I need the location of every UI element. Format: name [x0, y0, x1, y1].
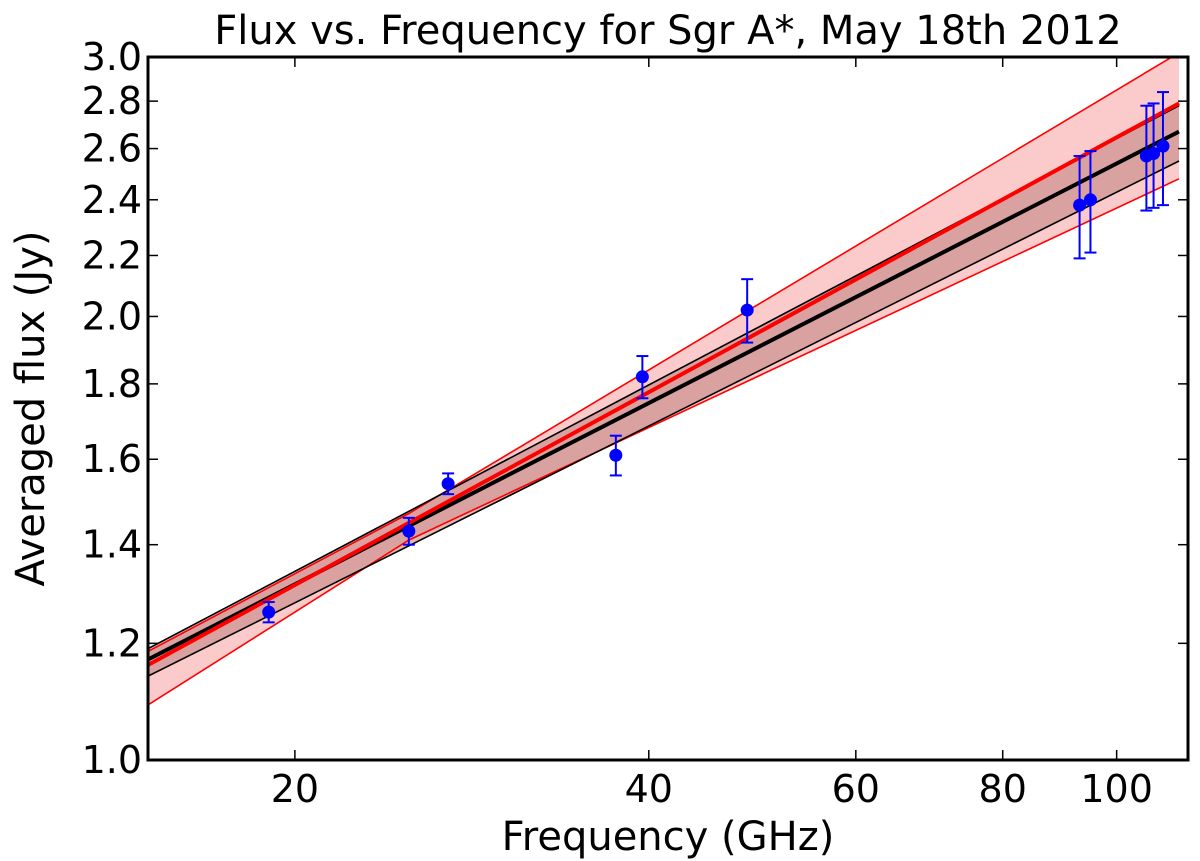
- data-point-7: [1083, 193, 1097, 207]
- fit-band-lower-1: [148, 160, 1180, 677]
- y-tick-label: 1.4: [82, 523, 142, 567]
- plot-frame: [146, 55, 1190, 762]
- y-axis-ticks: 1.0 1.2 1.4 1.6 1.8 2.0 2.2 2.4 2.62.83.0: [82, 35, 1188, 782]
- data-point-1: [402, 524, 416, 538]
- y-tick-label: 1.2: [82, 621, 142, 665]
- y-tick-label: 1.8: [82, 362, 142, 406]
- data-point-3: [609, 448, 623, 462]
- x-tick-label: 20: [271, 767, 319, 811]
- y-tick-label: 2.4: [82, 178, 142, 222]
- chart-title: Flux vs. Frequency for Sgr A*, May 18th …: [214, 8, 1121, 54]
- x-axis-ticks: 20 40 60 80 100: [271, 57, 1153, 811]
- data-point-0: [262, 605, 276, 619]
- x-tick-label: 80: [979, 767, 1027, 811]
- data-point-5: [740, 303, 754, 317]
- data-point-2: [441, 477, 455, 491]
- y-tick-label: 2.6: [82, 127, 142, 171]
- y-tick-label: 2.0: [82, 294, 142, 338]
- data-point-4: [635, 370, 649, 384]
- fit-line-0: [148, 101, 1180, 667]
- x-tick-label: 60: [832, 767, 880, 811]
- data-point-10: [1156, 139, 1170, 153]
- fit-band-upper-0: [148, 57, 1174, 653]
- y-tick-label: 2.8: [82, 79, 142, 123]
- x-tick-label: 40: [625, 767, 673, 811]
- y-tick-label: 1.0: [82, 738, 142, 782]
- y-tick-label: 3.0: [82, 35, 142, 79]
- x-tick-label: 100: [1080, 767, 1153, 811]
- x-axis-label: Frequency (GHz): [502, 814, 835, 860]
- data-point-9: [1147, 147, 1161, 161]
- data-point-6: [1073, 198, 1087, 212]
- y-tick-label: 2.2: [82, 233, 142, 277]
- data-points: [262, 91, 1170, 624]
- y-tick-label: 1.6: [82, 437, 142, 481]
- y-axis-label: Averaged flux (Jy): [8, 231, 54, 587]
